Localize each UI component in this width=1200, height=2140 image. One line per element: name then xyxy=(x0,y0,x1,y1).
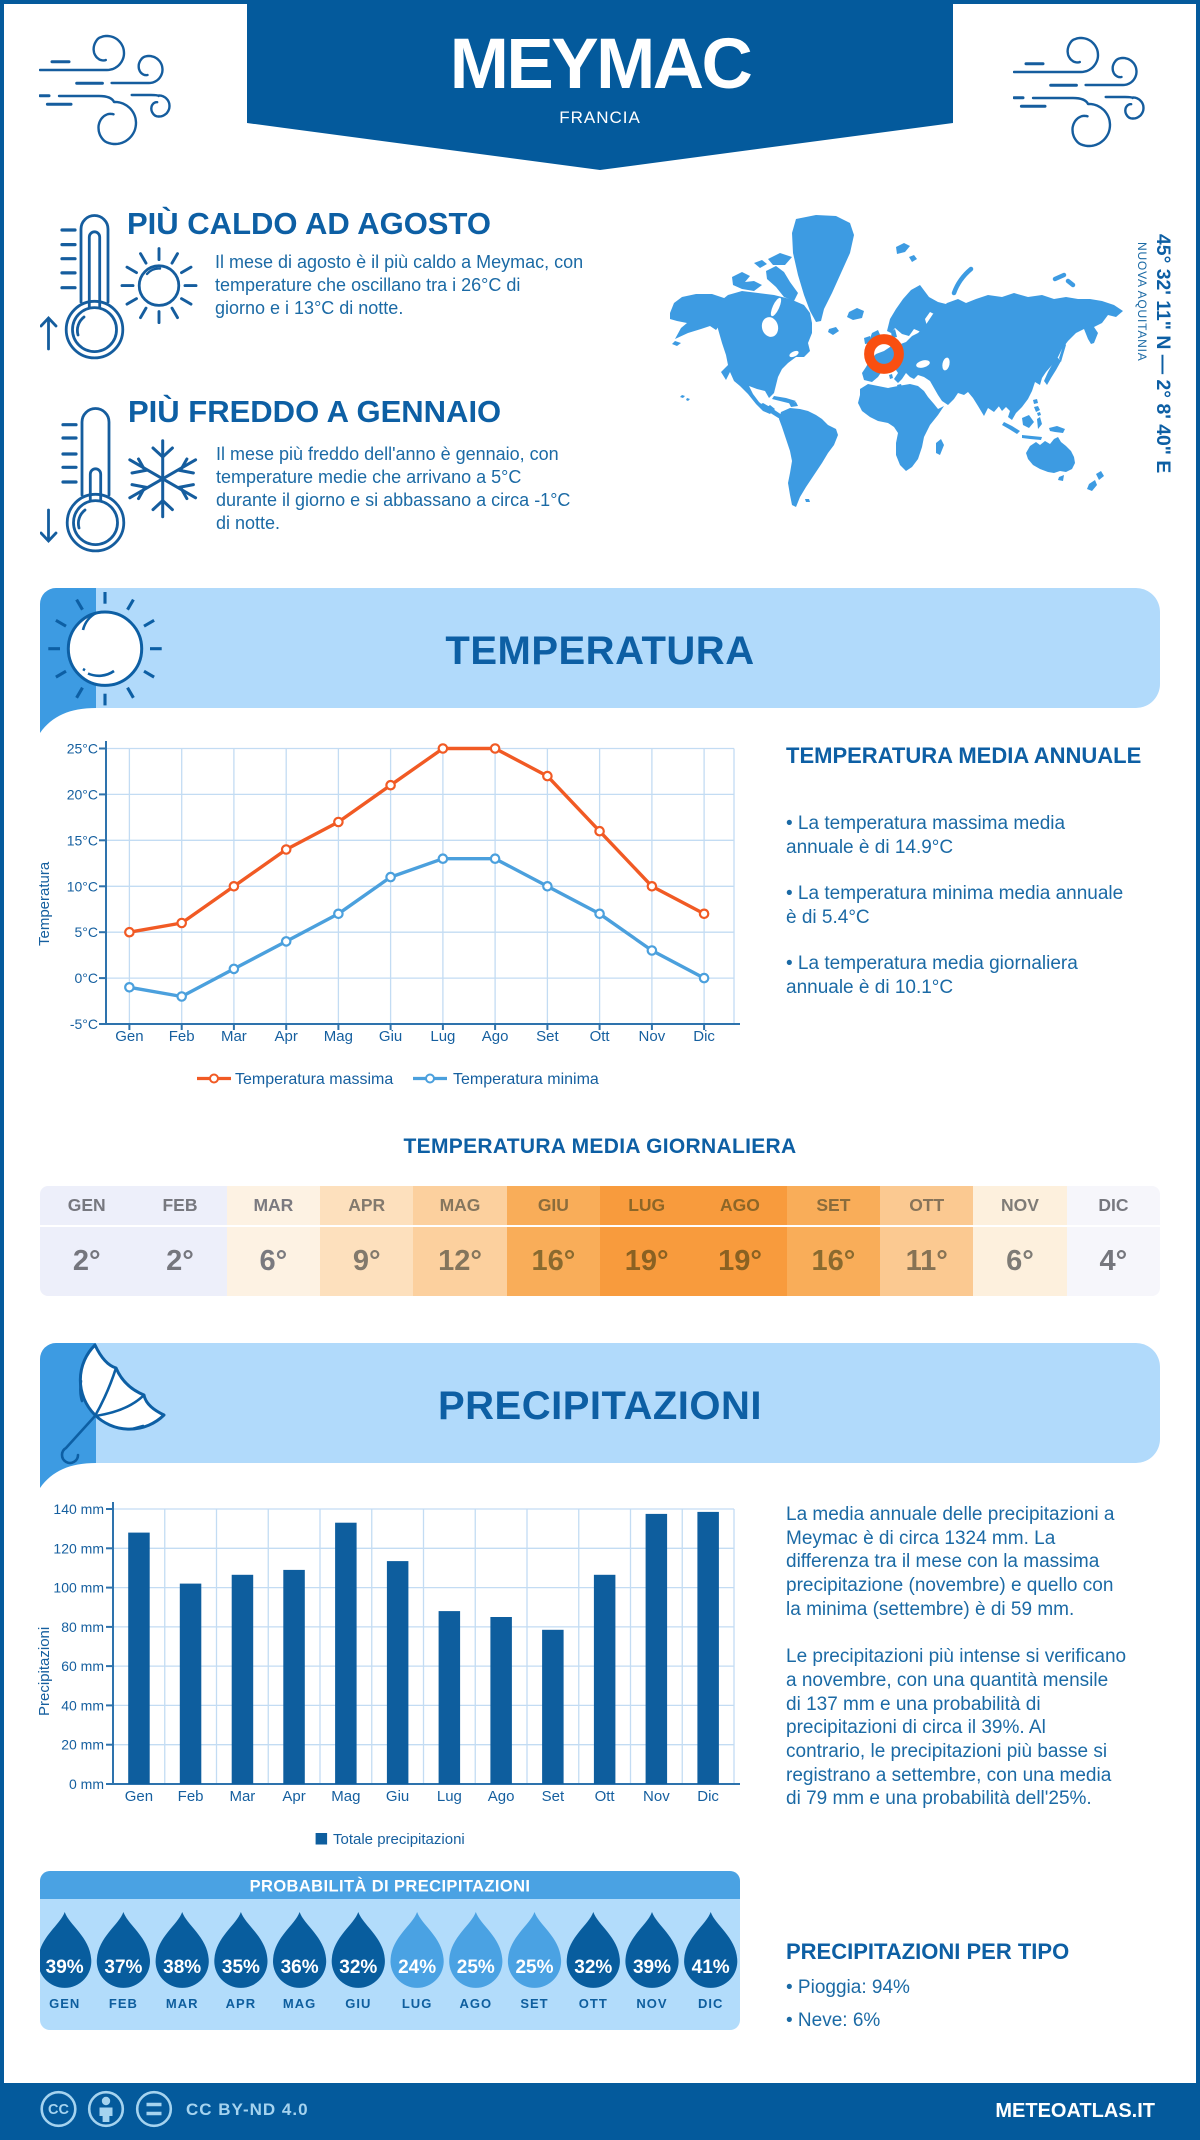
svg-text:32%: 32% xyxy=(574,1957,612,1978)
svg-text:Lug: Lug xyxy=(437,1788,462,1805)
svg-text:Ott: Ott xyxy=(595,1788,616,1805)
svg-text:0°C: 0°C xyxy=(75,970,99,986)
svg-text:Feb: Feb xyxy=(178,1788,204,1805)
svg-text:Ago: Ago xyxy=(488,1788,515,1805)
svg-text:Mar: Mar xyxy=(221,1028,247,1045)
svg-text:120 mm: 120 mm xyxy=(53,1540,104,1556)
svg-text:Ago: Ago xyxy=(482,1028,509,1045)
svg-text:MAR: MAR xyxy=(166,1996,199,2011)
svg-text:Giu: Giu xyxy=(379,1028,402,1045)
svg-text:5°C: 5°C xyxy=(75,924,99,940)
svg-text:MAG: MAG xyxy=(283,1996,316,2011)
svg-text:Mag: Mag xyxy=(331,1788,360,1805)
svg-text:80 mm: 80 mm xyxy=(61,1619,104,1635)
svg-text:25%: 25% xyxy=(457,1957,495,1978)
svg-text:Ott: Ott xyxy=(590,1028,611,1045)
svg-text:PROBABILITÀ DI PRECIPITAZIONI: PROBABILITÀ DI PRECIPITAZIONI xyxy=(250,1877,531,1896)
svg-text:Nov: Nov xyxy=(639,1028,666,1045)
svg-text:41%: 41% xyxy=(692,1957,730,1978)
svg-text:Temperatura minima: Temperatura minima xyxy=(453,1071,599,1088)
svg-text:15°C: 15°C xyxy=(67,832,98,848)
svg-text:100 mm: 100 mm xyxy=(53,1580,104,1596)
svg-text:DIC: DIC xyxy=(698,1996,723,2011)
svg-text:25°C: 25°C xyxy=(67,741,98,757)
svg-text:OTT: OTT xyxy=(579,1996,608,2011)
svg-text:GIU: GIU xyxy=(345,1996,371,2011)
svg-text:Gen: Gen xyxy=(115,1028,143,1045)
svg-text:Totale precipitazioni: Totale precipitazioni xyxy=(333,1831,465,1848)
svg-text:NOV: NOV xyxy=(636,1996,667,2011)
svg-text:Dic: Dic xyxy=(697,1788,719,1805)
svg-text:Lug: Lug xyxy=(430,1028,455,1045)
svg-text:FEB: FEB xyxy=(109,1996,138,2011)
svg-text:Mag: Mag xyxy=(324,1028,353,1045)
svg-text:LUG: LUG xyxy=(402,1996,432,2011)
svg-text:-5°C: -5°C xyxy=(70,1016,98,1032)
svg-text:20 mm: 20 mm xyxy=(61,1737,104,1753)
svg-text:Feb: Feb xyxy=(169,1028,195,1045)
svg-text:25%: 25% xyxy=(515,1957,553,1978)
svg-text:40 mm: 40 mm xyxy=(61,1697,104,1713)
svg-text:Dic: Dic xyxy=(693,1028,715,1045)
svg-text:AGO: AGO xyxy=(459,1996,492,2011)
svg-text:32%: 32% xyxy=(339,1957,377,1978)
svg-text:Mar: Mar xyxy=(229,1788,255,1805)
svg-text:Giu: Giu xyxy=(386,1788,409,1805)
svg-text:Apr: Apr xyxy=(282,1788,305,1805)
svg-text:10°C: 10°C xyxy=(67,878,98,894)
svg-text:39%: 39% xyxy=(633,1957,671,1978)
svg-text:GEN: GEN xyxy=(49,1996,80,2011)
svg-text:Temperatura massima: Temperatura massima xyxy=(235,1071,393,1088)
svg-text:37%: 37% xyxy=(104,1957,142,1978)
svg-text:SET: SET xyxy=(520,1996,548,2011)
svg-text:140 mm: 140 mm xyxy=(53,1501,104,1517)
svg-text:CC: CC xyxy=(48,2102,69,2118)
svg-text:0 mm: 0 mm xyxy=(69,1776,104,1792)
svg-text:60 mm: 60 mm xyxy=(61,1658,104,1674)
svg-text:APR: APR xyxy=(226,1996,256,2011)
svg-text:Set: Set xyxy=(536,1028,559,1045)
svg-text:Gen: Gen xyxy=(125,1788,153,1805)
svg-text:39%: 39% xyxy=(46,1957,84,1978)
svg-text:20°C: 20°C xyxy=(67,786,98,802)
svg-text:35%: 35% xyxy=(222,1957,260,1978)
svg-text:24%: 24% xyxy=(398,1957,436,1978)
svg-text:Nov: Nov xyxy=(643,1788,670,1805)
svg-text:38%: 38% xyxy=(163,1957,201,1978)
svg-text:36%: 36% xyxy=(281,1957,319,1978)
svg-text:Apr: Apr xyxy=(275,1028,298,1045)
svg-text:Set: Set xyxy=(542,1788,565,1805)
